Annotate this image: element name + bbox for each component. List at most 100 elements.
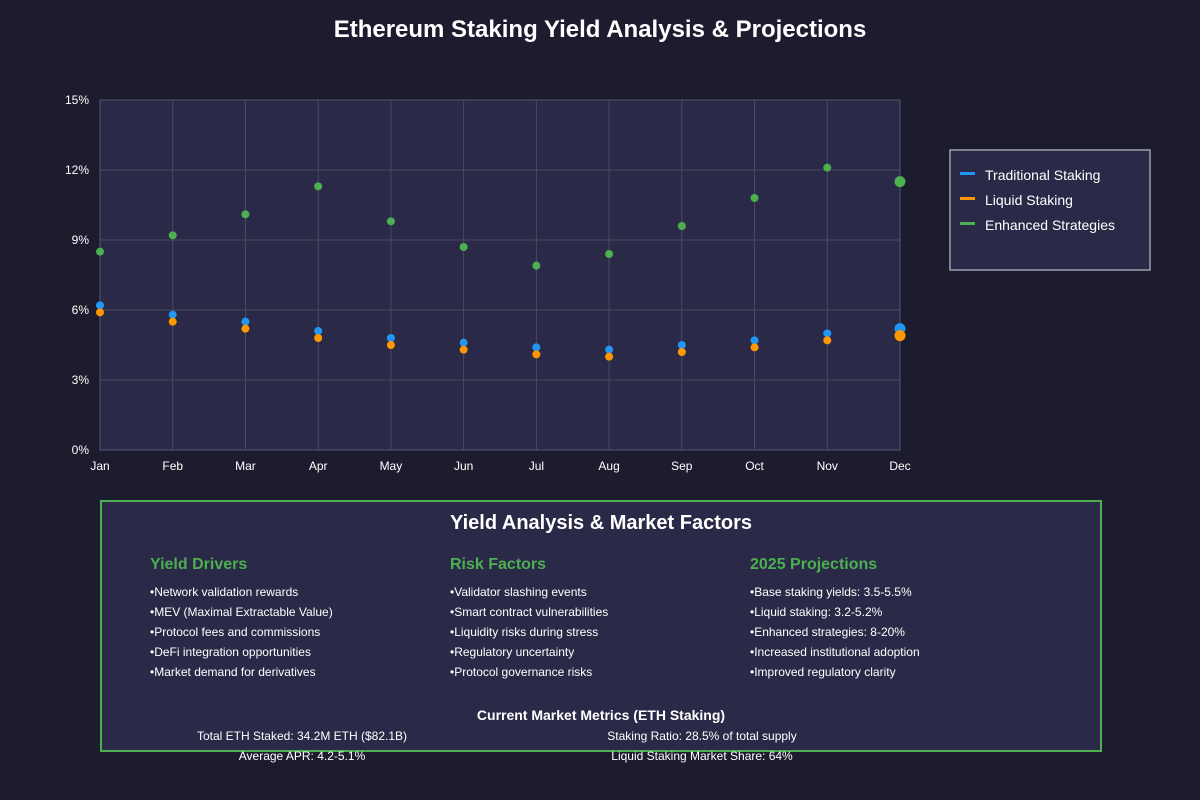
y-tick-label: 6% (72, 303, 90, 317)
metric-staking-ratio: Staking Ratio: 28.5% of total supply (607, 729, 797, 743)
legend-label-traditional: Traditional Staking (985, 167, 1100, 183)
list-item: Liquid staking: 3.2-5.2% (750, 602, 1030, 622)
point-traditional-oct (750, 336, 759, 345)
point-liquid-feb (168, 317, 177, 326)
legend: Traditional Staking Liquid Staking Enhan… (949, 149, 1151, 271)
point-enhanced-dec (894, 176, 906, 188)
point-enhanced-apr (314, 182, 323, 191)
list-item: Improved regulatory clarity (750, 662, 1030, 682)
point-traditional-may (386, 334, 395, 342)
point-enhanced-feb (168, 231, 177, 240)
chart: 0% 3% 6% 9% 12% 15% Jan Feb Mar Apr May Jun Jul Aug S… (65, 93, 1151, 473)
legend-swatch-traditional (960, 172, 975, 175)
grid (99, 99, 901, 451)
column-list: Network validation rewards MEV (Maximal … (150, 582, 430, 682)
point-enhanced-sep (677, 222, 686, 230)
y-tick-label: 15% (65, 93, 89, 107)
point-traditional-mar (241, 317, 250, 326)
point-enhanced-jan (96, 247, 104, 256)
y-tick-label: 0% (72, 443, 90, 457)
point-liquid-dec (894, 330, 906, 342)
x-tick-label: Aug (598, 459, 619, 473)
list-item: Regulatory uncertainty (450, 642, 730, 662)
point-enhanced-mar (241, 210, 250, 219)
point-traditional-jul (532, 343, 541, 352)
point-liquid-nov (823, 336, 832, 345)
x-tick-label: Feb (162, 459, 183, 473)
x-tick-label: Jan (90, 459, 109, 473)
point-traditional-feb (168, 310, 177, 319)
list-item: Validator slashing events (450, 582, 730, 602)
point-liquid-jul (532, 350, 541, 359)
market-factors-panel: Yield Analysis & Market Factors Yield Dr… (100, 500, 1102, 763)
point-traditional-jan (96, 301, 104, 310)
panel-title: Yield Analysis & Market Factors (450, 512, 752, 534)
y-tick-label: 9% (72, 233, 90, 247)
list-item: DeFi integration opportunities (150, 642, 430, 662)
column-list: Validator slashing events Smart contract… (450, 582, 730, 682)
point-liquid-jun (459, 345, 468, 354)
legend-box (949, 149, 1151, 271)
x-tick-label: Apr (309, 459, 328, 473)
y-axis: 0% 3% 6% 9% 12% 15% (65, 93, 89, 457)
y-tick-label: 12% (65, 163, 89, 177)
legend-label-enhanced: Enhanced Strategies (985, 217, 1115, 233)
yield-drivers-column: Yield Drivers Network validation rewards… (150, 556, 430, 682)
column-title: Yield Drivers (150, 556, 248, 573)
legend-swatch-liquid (960, 197, 975, 200)
x-tick-label: May (380, 459, 403, 473)
point-enhanced-nov (823, 163, 832, 172)
y-tick-label: 3% (72, 373, 90, 387)
legend-label-liquid: Liquid Staking (985, 192, 1073, 208)
list-item: Network validation rewards (150, 582, 430, 602)
column-list: Base staking yields: 3.5-5.5% Liquid sta… (750, 582, 1030, 682)
point-liquid-jan (96, 308, 104, 317)
point-liquid-apr (314, 334, 323, 342)
list-item: Increased institutional adoption (750, 642, 1030, 662)
risk-factors-column: Risk Factors Validator slashing events S… (450, 556, 730, 682)
data-points (96, 163, 906, 361)
legend-swatch-enhanced (960, 222, 975, 225)
point-liquid-may (386, 341, 395, 349)
x-tick-label: Jul (529, 459, 544, 473)
point-traditional-sep (677, 341, 686, 349)
point-traditional-aug (605, 345, 614, 354)
projections-column: 2025 Projections Base staking yields: 3.… (750, 556, 1030, 682)
point-liquid-oct (750, 343, 759, 352)
point-traditional-jun (459, 338, 468, 347)
list-item: Enhanced strategies: 8-20% (750, 622, 1030, 642)
point-enhanced-may (386, 217, 395, 226)
list-item: Protocol governance risks (450, 662, 730, 682)
point-traditional-apr (314, 327, 323, 335)
plot-area (100, 100, 900, 450)
point-enhanced-oct (750, 194, 759, 202)
x-tick-label: Dec (889, 459, 910, 473)
list-item: Base staking yields: 3.5-5.5% (750, 582, 1030, 602)
plot-border (99, 99, 901, 451)
point-enhanced-aug (605, 250, 614, 258)
list-item: MEV (Maximal Extractable Value) (150, 602, 430, 622)
column-title: Risk Factors (450, 556, 547, 573)
point-liquid-sep (677, 348, 686, 356)
point-enhanced-jun (459, 243, 468, 251)
x-tick-label: Mar (235, 459, 256, 473)
column-title: 2025 Projections (750, 556, 878, 573)
chart-title: Ethereum Staking Yield Analysis & Projec… (333, 16, 867, 43)
list-item: Protocol fees and commissions (150, 622, 430, 642)
point-enhanced-jul (532, 261, 541, 270)
list-item: Market demand for derivatives (150, 662, 430, 682)
list-item: Liquidity risks during stress (450, 622, 730, 642)
x-tick-label: Oct (745, 459, 764, 473)
metric-liquid-share: Liquid Staking Market Share: 64% (611, 749, 793, 763)
metric-total-staked: Total ETH Staked: 34.2M ETH ($82.1B) (196, 729, 408, 743)
point-liquid-aug (605, 352, 614, 361)
x-tick-label: Sep (671, 459, 693, 473)
x-axis: Jan Feb Mar Apr May Jun Jul Aug Sep Oct Nov Dec (90, 459, 910, 473)
point-liquid-mar (241, 324, 250, 333)
metric-average-apr: Average APR: 4.2-5.1% (238, 749, 366, 763)
point-traditional-nov (823, 329, 832, 338)
x-tick-label: Nov (817, 459, 838, 473)
x-tick-label: Jun (454, 459, 473, 473)
metrics-title: Current Market Metrics (ETH Staking) (476, 707, 726, 723)
list-item: Smart contract vulnerabilities (450, 602, 730, 622)
